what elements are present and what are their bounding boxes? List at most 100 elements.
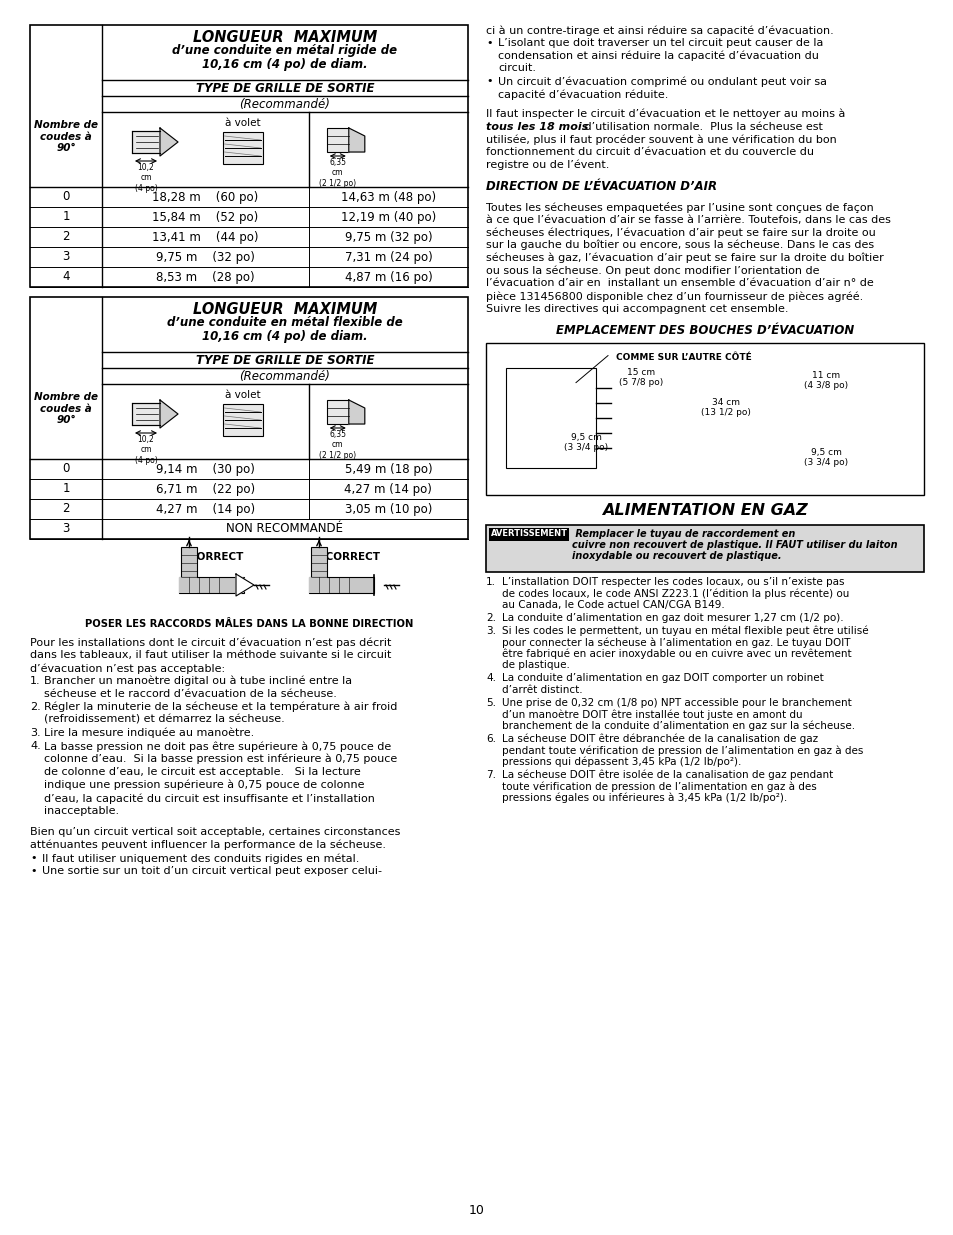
Text: d’utilisation normale.  Plus la sécheuse est: d’utilisation normale. Plus la sécheuse … <box>580 121 822 132</box>
Text: 7.: 7. <box>485 769 496 779</box>
Text: 9,5 cm
(3 3/4 po): 9,5 cm (3 3/4 po) <box>563 432 607 452</box>
Text: sécheuse et le raccord d’évacuation de la sécheuse.: sécheuse et le raccord d’évacuation de l… <box>44 689 336 699</box>
Bar <box>327 400 349 424</box>
Text: TYPE DE GRILLE DE SORTIE: TYPE DE GRILLE DE SORTIE <box>195 82 374 95</box>
Text: 7,31 m (24 po): 7,31 m (24 po) <box>344 251 432 263</box>
Bar <box>30 25 468 287</box>
Text: 2: 2 <box>62 503 70 515</box>
Text: Pour les installations dont le circuit d’évacuation n’est pas décrit: Pour les installations dont le circuit d… <box>30 637 391 647</box>
Text: CORRECT: CORRECT <box>190 552 244 562</box>
Bar <box>132 403 160 425</box>
Bar <box>327 128 349 152</box>
Text: sur la gauche du boîtier ou encore, sous la sécheuse. Dans le cas des: sur la gauche du boîtier ou encore, sous… <box>485 240 873 251</box>
Text: 34 cm
(13 1/2 po): 34 cm (13 1/2 po) <box>700 398 750 417</box>
Text: 10,2
cm
(4 po): 10,2 cm (4 po) <box>134 163 157 193</box>
Text: 0: 0 <box>62 462 70 475</box>
Text: L’installation DOIT respecter les codes locaux, ou s’il n’existe pas: L’installation DOIT respecter les codes … <box>501 577 843 587</box>
Text: sécheuses électriques, l’évacuation d’air peut se faire sur la droite ou: sécheuses électriques, l’évacuation d’ai… <box>485 227 875 237</box>
Text: 13,41 m    (44 po): 13,41 m (44 po) <box>152 231 258 243</box>
Text: à volet: à volet <box>225 119 260 128</box>
Text: capacité d’évacuation réduite.: capacité d’évacuation réduite. <box>497 89 668 100</box>
Text: POSER LES RACCORDS MÂLES DANS LA BONNE DIRECTION: POSER LES RACCORDS MÂLES DANS LA BONNE D… <box>85 619 413 629</box>
Bar <box>309 577 327 593</box>
Bar <box>485 342 923 494</box>
Text: de plastique.: de plastique. <box>501 659 569 671</box>
Text: L’isolant que doit traverser un tel circuit peut causer de la: L’isolant que doit traverser un tel circ… <box>497 38 822 48</box>
Bar <box>489 527 568 541</box>
Bar <box>485 525 923 572</box>
Text: La conduite d’alimentation en gaz DOIT comporter un robinet: La conduite d’alimentation en gaz DOIT c… <box>501 673 822 683</box>
Text: Remplacer le tuyau de raccordement en: Remplacer le tuyau de raccordement en <box>572 529 795 538</box>
Text: 3.: 3. <box>485 626 496 636</box>
Text: 4,27 m (14 po): 4,27 m (14 po) <box>344 483 432 495</box>
Text: 9,14 m    (30 po): 9,14 m (30 po) <box>155 462 254 475</box>
Text: pressions qui dépassent 3,45 kPa (1/2 lb/po²).: pressions qui dépassent 3,45 kPa (1/2 lb… <box>501 757 740 767</box>
Text: pendant toute vérification de pression de l’alimentation en gaz à des: pendant toute vérification de pression d… <box>501 745 862 756</box>
Text: sécheuses à gaz, l’évacuation d’air peut se faire sur la droite du boîtier: sécheuses à gaz, l’évacuation d’air peut… <box>485 253 882 263</box>
Text: TYPE DE GRILLE DE SORTIE: TYPE DE GRILLE DE SORTIE <box>195 354 374 367</box>
Text: 3: 3 <box>62 251 70 263</box>
Text: Une prise de 0,32 cm (1/8 po) NPT accessible pour le branchement: Une prise de 0,32 cm (1/8 po) NPT access… <box>501 698 851 708</box>
Text: Lire la mesure indiquée au manoètre.: Lire la mesure indiquée au manoètre. <box>44 727 254 739</box>
Text: ou sous la sécheuse. On peut donc modifier l’orientation de: ou sous la sécheuse. On peut donc modifi… <box>485 266 819 277</box>
Text: d’un manoètre DOIT être installée tout juste en amont du: d’un manoètre DOIT être installée tout j… <box>501 709 801 720</box>
Text: 10,2
cm
(4 po): 10,2 cm (4 po) <box>134 435 157 464</box>
Text: 4,27 m    (14 po): 4,27 m (14 po) <box>155 503 254 515</box>
Text: fonctionnement du circuit d’évacuation et du couvercle du: fonctionnement du circuit d’évacuation e… <box>485 147 813 157</box>
Text: au Canada, le Code actuel CAN/CGA B149.: au Canada, le Code actuel CAN/CGA B149. <box>501 600 724 610</box>
Text: cuivre non recouvert de plastique. Il FAUT utiliser du laiton: cuivre non recouvert de plastique. Il FA… <box>572 540 897 550</box>
Polygon shape <box>235 574 253 597</box>
Bar <box>179 577 196 593</box>
Text: (refroidissement) et démarrez la sécheuse.: (refroidissement) et démarrez la sécheus… <box>44 715 284 725</box>
Text: inacceptable.: inacceptable. <box>44 806 119 816</box>
Text: 6,35
cm
(2 1/2 po): 6,35 cm (2 1/2 po) <box>319 158 356 188</box>
Text: 18,28 m    (60 po): 18,28 m (60 po) <box>152 190 258 204</box>
Text: La conduite d’alimentation en gaz doit mesurer 1,27 cm (1/2 po).: La conduite d’alimentation en gaz doit m… <box>501 613 842 622</box>
Text: à ce que l’évacuation d’air se fasse à l’arrière. Toutefois, dans le cas des: à ce que l’évacuation d’air se fasse à l… <box>485 215 890 225</box>
Text: Nombre de
coudes à
90°: Nombre de coudes à 90° <box>34 120 98 153</box>
Text: d’une conduite en métal flexible de: d’une conduite en métal flexible de <box>167 316 402 329</box>
Polygon shape <box>160 128 178 156</box>
Polygon shape <box>349 128 364 152</box>
Text: INCORRECT: INCORRECT <box>314 552 380 562</box>
Text: 3: 3 <box>62 522 70 536</box>
Text: 0: 0 <box>62 190 70 204</box>
Text: 4.: 4. <box>485 673 496 683</box>
Text: AVERTISSEMENT: AVERTISSEMENT <box>491 529 567 537</box>
Text: être fabriqué en acier inoxydable ou en cuivre avec un revêtement: être fabriqué en acier inoxydable ou en … <box>501 648 851 659</box>
Text: d’une conduite en métal rigide de: d’une conduite en métal rigide de <box>172 44 397 57</box>
Text: 11 cm
(4 3/8 po): 11 cm (4 3/8 po) <box>803 370 847 390</box>
Text: 14,63 m (48 po): 14,63 m (48 po) <box>340 190 436 204</box>
Text: branchement de la conduite d’alimentation en gaz sur la sécheuse.: branchement de la conduite d’alimentatio… <box>501 720 854 731</box>
Text: 5,49 m (18 po): 5,49 m (18 po) <box>344 462 432 475</box>
Text: 4.: 4. <box>30 741 41 751</box>
Text: La basse pression ne doit pas être supérieure à 0,75 pouce de: La basse pression ne doit pas être supér… <box>44 741 391 752</box>
Text: de codes locaux, le code ANSI Z223.1 (l’édition la plus récente) ou: de codes locaux, le code ANSI Z223.1 (l’… <box>501 588 848 599</box>
Text: 10,16 cm (4 po) de diam.: 10,16 cm (4 po) de diam. <box>202 330 368 343</box>
Text: d’évacuation n’est pas acceptable:: d’évacuation n’est pas acceptable: <box>30 663 225 673</box>
Bar <box>309 577 374 593</box>
Text: •: • <box>30 866 36 876</box>
Polygon shape <box>160 400 178 429</box>
Text: toute vérification de pression de l’alimentation en gaz à des: toute vérification de pression de l’alim… <box>501 781 816 792</box>
Text: Suivre les directives qui accompagnent cet ensemble.: Suivre les directives qui accompagnent c… <box>485 304 788 314</box>
Text: LONGUEUR  MAXIMUM: LONGUEUR MAXIMUM <box>193 303 376 317</box>
Text: 6,35
cm
(2 1/2 po): 6,35 cm (2 1/2 po) <box>319 430 356 459</box>
Bar <box>222 132 262 164</box>
Text: ci à un contre-tirage et ainsi réduire sa capacité d’évacuation.: ci à un contre-tirage et ainsi réduire s… <box>485 25 833 36</box>
Text: 4,87 m (16 po): 4,87 m (16 po) <box>344 270 432 284</box>
Text: Une sortie sur un toit d’un circuit vertical peut exposer celui-: Une sortie sur un toit d’un circuit vert… <box>42 866 381 876</box>
Text: à volet: à volet <box>225 390 260 400</box>
Text: 1.: 1. <box>485 577 496 587</box>
Text: registre ou de l’évent.: registre ou de l’évent. <box>485 161 609 170</box>
Text: •: • <box>30 853 36 863</box>
Text: d’arrêt distinct.: d’arrêt distinct. <box>501 684 582 694</box>
Text: •: • <box>485 38 492 48</box>
Text: 10: 10 <box>469 1204 484 1216</box>
Text: de colonne d’eau, le circuit est acceptable.   Si la lecture: de colonne d’eau, le circuit est accepta… <box>44 767 360 777</box>
Text: 2.: 2. <box>485 613 496 622</box>
Text: 1.: 1. <box>30 676 41 685</box>
Text: condensation et ainsi réduire la capacité d’évacuation du: condensation et ainsi réduire la capacit… <box>497 51 818 61</box>
Text: (Recommandé): (Recommandé) <box>239 370 330 383</box>
Text: Si les codes le permettent, un tuyau en métal flexible peut être utilisé: Si les codes le permettent, un tuyau en … <box>501 626 868 636</box>
